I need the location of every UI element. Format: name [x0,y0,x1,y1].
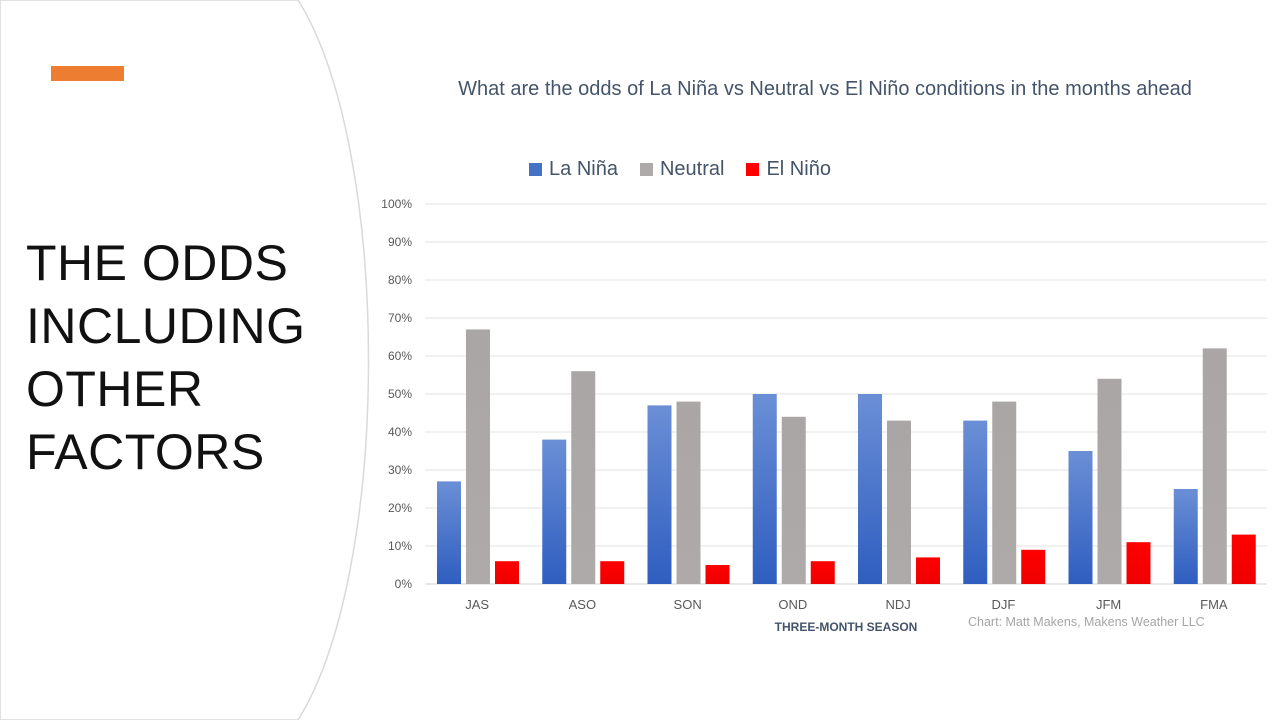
bar-el-ni-o-son [705,565,730,584]
decorative-swoosh [0,0,370,720]
x-tick-label: FMA [1200,597,1228,612]
bar-neutral-ond [781,416,806,584]
y-tick-label: 80% [388,273,412,287]
slide-title-line: INCLUDING [26,298,306,354]
bar-neutral-jfm [1097,378,1122,584]
y-tick-label: 40% [388,425,412,439]
x-tick-label: JFM [1096,597,1121,612]
legend-label-la-nina: La Niña [549,158,618,180]
legend-label-neutral: Neutral [659,158,725,180]
slide-title-line: OTHER [26,361,204,417]
bar-la-ni-a-son [647,405,672,584]
y-tick-label: 30% [388,463,412,477]
x-tick-label: SON [674,597,702,612]
bar-el-ni-o-aso [600,561,625,584]
y-tick-label: 100% [381,197,412,211]
slide-title-line: FACTORS [26,424,265,480]
bar-el-ni-o-djf [1021,549,1046,584]
bar-el-ni-o-ond [810,561,835,584]
chart-credit: Chart: Matt Makens, Makens Weather LLC [968,615,1205,629]
y-tick-label: 70% [388,311,412,325]
legend-swatch-neutral [639,163,653,176]
x-tick-label: NDJ [885,597,910,612]
bar-neutral-aso [571,371,596,584]
legend-label-el-nino: El Niño [766,158,831,180]
x-axis-title: THREE-MONTH SEASON [775,620,918,634]
y-axis: 0% 10% 20% 30% 40% 50% 60% 70% 80% 90% 100% [381,197,412,591]
bar-el-ni-o-jfm [1126,542,1151,584]
bar-el-ni-o-jas [495,561,519,584]
x-tick-label: ASO [569,597,596,612]
slide-title: THE ODDS INCLUDING OTHER FACTORS [26,232,326,484]
bar-neutral-fma [1202,348,1227,584]
y-tick-label: 50% [388,387,412,401]
accent-bar [51,66,124,81]
y-tick-label: 90% [388,235,412,249]
bar-neutral-jas [466,329,490,584]
chart-legend: La Niña Neutral El Niño [430,158,930,181]
y-tick-label: 60% [388,349,412,363]
bar-la-ni-a-aso [542,439,567,584]
bar-la-ni-a-ndj [858,394,882,584]
legend-item-la-nina: La Niña [529,158,618,181]
chart-title: What are the odds of La Niña vs Neutral … [458,78,1192,100]
y-tick-label: 20% [388,501,412,515]
y-tick-label: 10% [388,539,412,553]
bar-la-ni-a-jfm [1068,451,1093,584]
bar-neutral-ndj [887,420,911,584]
legend-item-neutral: Neutral [639,158,725,181]
bars [437,329,1256,584]
bar-neutral-son [676,401,701,584]
bar-la-ni-a-jas [437,481,461,584]
y-tick-label: 0% [395,577,413,591]
legend-swatch-la-nina [529,163,543,176]
bar-la-ni-a-fma [1173,489,1198,584]
x-tick-label: JAS [465,597,489,612]
bar-el-ni-o-ndj [916,557,940,584]
legend-swatch-el-nino [746,163,760,176]
bar-neutral-djf [992,401,1017,584]
bar-la-ni-a-djf [963,420,988,584]
bar-el-ni-o-fma [1231,534,1256,584]
x-tick-label: OND [778,597,807,612]
bar-la-ni-a-ond [752,394,777,584]
legend-item-el-nino: El Niño [746,158,831,181]
x-tick-label: DJF [991,597,1015,612]
x-axis: JAS ASO SON OND NDJ DJF JFM FMA [465,597,1228,612]
slide-title-line: THE ODDS [26,235,289,291]
